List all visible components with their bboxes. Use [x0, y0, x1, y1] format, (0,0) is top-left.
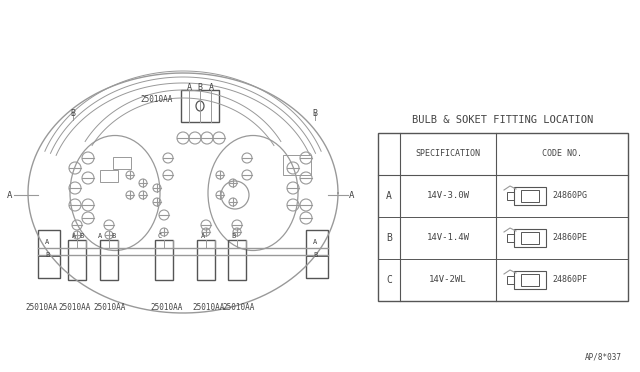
Bar — [100, 170, 118, 182]
Text: 25010AA: 25010AA — [58, 304, 90, 312]
Text: B: B — [80, 233, 84, 239]
Text: 24860PE: 24860PE — [552, 234, 587, 243]
Text: B: B — [198, 83, 202, 92]
Text: 25010AA: 25010AA — [25, 304, 58, 312]
Bar — [521, 274, 539, 286]
Text: 14V-3.0W: 14V-3.0W — [426, 192, 470, 201]
Text: 14V-1.4W: 14V-1.4W — [426, 234, 470, 243]
Text: B: B — [112, 233, 116, 239]
Text: 24860PG: 24860PG — [552, 192, 587, 201]
Bar — [507, 234, 514, 242]
Bar — [306, 230, 328, 278]
Text: 24860PF: 24860PF — [552, 276, 587, 285]
Bar — [521, 232, 539, 244]
Text: C: C — [158, 233, 162, 239]
Text: A: A — [98, 233, 102, 239]
Text: 25010AA: 25010AA — [192, 304, 225, 312]
Bar — [100, 240, 118, 280]
Bar — [283, 155, 311, 175]
Text: B: B — [312, 109, 317, 118]
Text: 25010AA: 25010AA — [222, 304, 254, 312]
Text: CODE NO.: CODE NO. — [542, 150, 582, 158]
Bar — [68, 240, 86, 280]
Text: SPECIFICATION: SPECIFICATION — [415, 150, 481, 158]
Text: C: C — [386, 275, 392, 285]
Bar — [181, 90, 219, 122]
Bar — [155, 240, 173, 280]
Bar — [507, 192, 514, 200]
Text: A: A — [313, 239, 317, 245]
Bar — [197, 240, 215, 280]
Bar — [514, 229, 546, 247]
Text: A: A — [7, 190, 13, 199]
Text: A: A — [209, 83, 214, 92]
Text: A: A — [201, 233, 205, 239]
Bar — [38, 230, 60, 278]
Bar — [228, 240, 246, 280]
Text: B: B — [232, 233, 236, 239]
Text: A: A — [386, 191, 392, 201]
Text: B: B — [70, 109, 76, 118]
Text: B: B — [313, 252, 317, 258]
Text: 25010AA: 25010AA — [150, 304, 182, 312]
Bar — [113, 157, 131, 169]
Bar — [507, 276, 514, 284]
Text: 14V-2WL: 14V-2WL — [429, 276, 467, 285]
Text: A: A — [45, 239, 49, 245]
Bar — [521, 190, 539, 202]
Text: A: A — [349, 190, 355, 199]
Bar — [514, 187, 546, 205]
Bar — [514, 271, 546, 289]
Text: AP/8*037: AP/8*037 — [585, 353, 622, 362]
Text: A: A — [186, 83, 191, 92]
Text: A: A — [72, 233, 76, 239]
Text: BULB & SOKET FITTING LOCATION: BULB & SOKET FITTING LOCATION — [412, 115, 594, 125]
Bar — [378, 133, 628, 301]
Text: B: B — [45, 252, 49, 258]
Text: B: B — [386, 233, 392, 243]
Text: 25010AA: 25010AA — [140, 96, 172, 105]
Bar — [306, 256, 328, 278]
Text: 25010AA: 25010AA — [93, 304, 125, 312]
Bar — [38, 256, 60, 278]
